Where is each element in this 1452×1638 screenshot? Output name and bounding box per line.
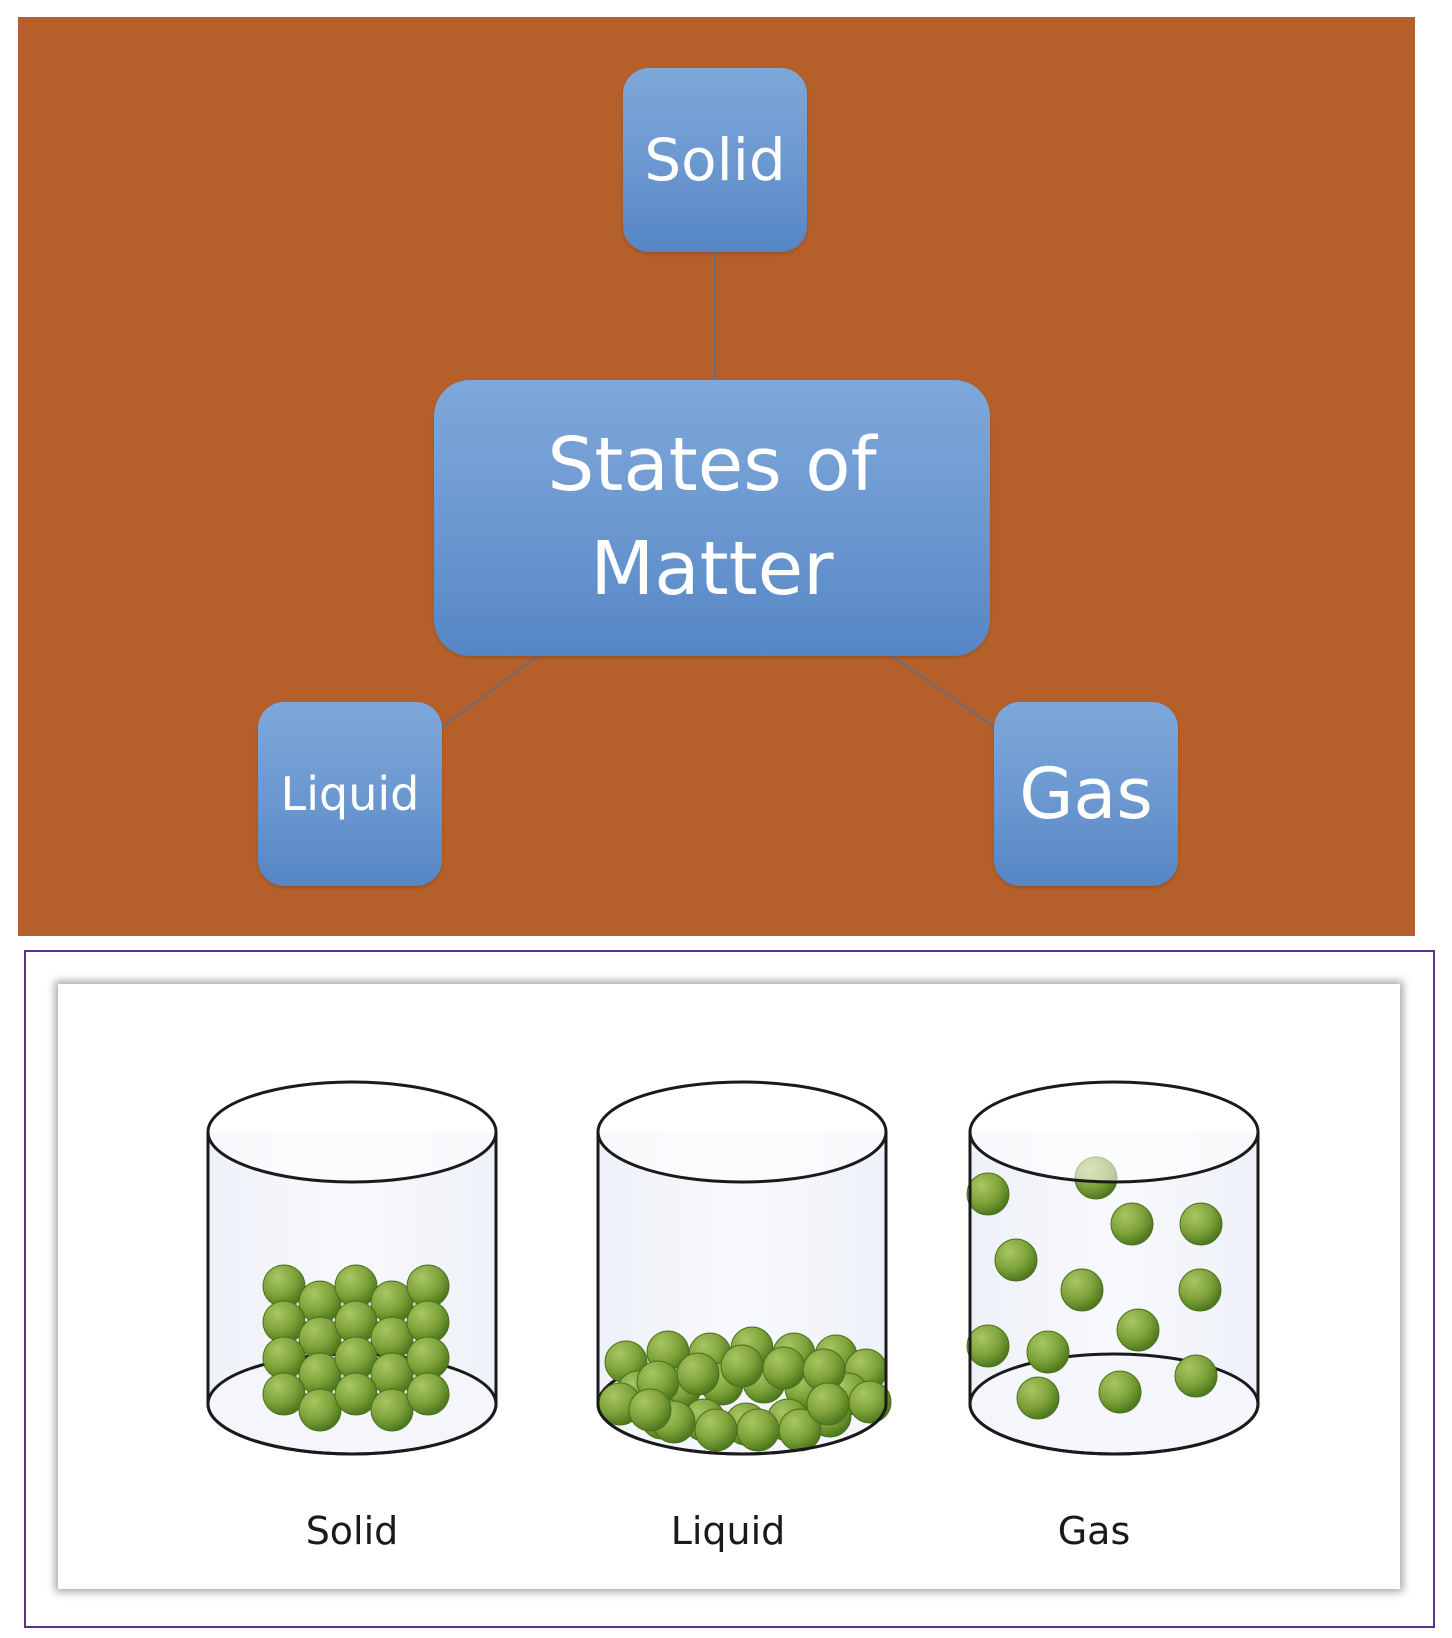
liquid-particle-27 <box>736 1408 780 1452</box>
container-gas-outline <box>968 1080 1260 1456</box>
node-solid: Solid <box>623 68 807 252</box>
solid-particle-17 <box>334 1372 378 1416</box>
solid-particle-16 <box>298 1388 342 1432</box>
gas-particle-5 <box>1060 1268 1104 1312</box>
container-gas-top-rim <box>968 1080 1260 1184</box>
node-gas: Gas <box>994 702 1178 886</box>
node-solid-label: Solid <box>644 126 786 194</box>
container-liquid-front-rim <box>596 1403 888 1456</box>
containers-illustration <box>206 1080 1260 1456</box>
gas-particle-7 <box>1116 1308 1160 1352</box>
gas-particle-3 <box>1179 1202 1223 1246</box>
liquid-particle-29 <box>628 1388 672 1432</box>
gas-particle-12 <box>1016 1376 1060 1420</box>
gas-particle-2 <box>1110 1202 1154 1246</box>
gas-particle-8 <box>966 1324 1010 1368</box>
container-solid-front-rim <box>206 1403 498 1456</box>
concept-map-panel: Solid States of Matter Liquid Gas <box>18 17 1415 936</box>
gas-particle-0 <box>966 1172 1010 1216</box>
container-solid-outline <box>206 1080 498 1456</box>
solid-particle-18 <box>370 1388 414 1432</box>
solid-particles <box>262 1264 450 1432</box>
node-gas-label: Gas <box>1019 753 1153 835</box>
center-title-line-2: Matter <box>590 526 834 612</box>
center-title-line-1: States of <box>547 422 877 509</box>
liquid-particle-22 <box>720 1344 764 1388</box>
gas-particle-4 <box>994 1238 1038 1282</box>
solid-particle-15 <box>262 1372 306 1416</box>
container-label-gas: Gas <box>1057 1509 1131 1553</box>
concept-map-connectors <box>441 252 995 728</box>
container-label-liquid: Liquid <box>670 1509 786 1553</box>
gas-particle-10 <box>1174 1354 1218 1398</box>
node-liquid: Liquid <box>258 702 442 886</box>
connector-liquid <box>441 655 539 728</box>
node-states-of-matter: States of Matter <box>434 380 990 656</box>
containers-frame: Solid Liquid Gas <box>24 950 1435 1628</box>
containers-card: Solid Liquid Gas <box>58 984 1400 1589</box>
liquid-particle-23 <box>762 1346 806 1390</box>
connector-gas <box>891 655 995 728</box>
container-liquid-outline <box>596 1080 888 1456</box>
node-liquid-label: Liquid <box>280 767 420 821</box>
liquid-particle-21 <box>676 1352 720 1396</box>
container-gas-front-rim <box>968 1403 1260 1456</box>
container-liquid-top-rim <box>596 1080 888 1184</box>
gas-particle-6 <box>1178 1268 1222 1312</box>
liquid-particle-30 <box>806 1382 850 1426</box>
gas-particle-9 <box>1026 1330 1070 1374</box>
liquid-particle-26 <box>694 1408 738 1452</box>
solid-particle-19 <box>406 1372 450 1416</box>
container-label-solid: Solid <box>305 1509 399 1553</box>
container-solid-top-rim <box>206 1080 498 1184</box>
liquid-particles <box>598 1326 892 1452</box>
gas-particle-11 <box>1098 1370 1142 1414</box>
